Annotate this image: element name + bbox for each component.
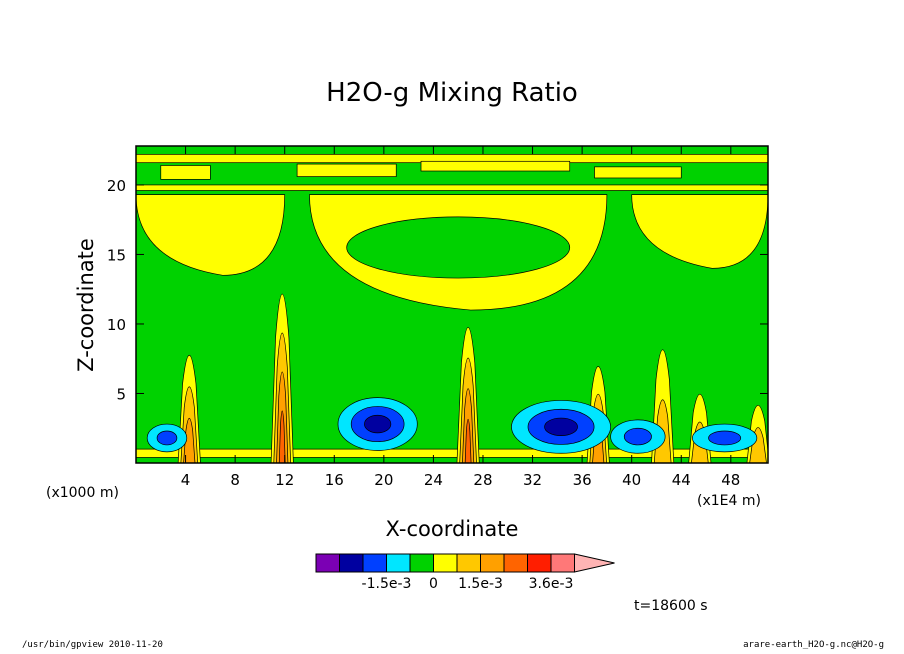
colorbar-swatch [503, 553, 528, 573]
dry-interior [346, 216, 571, 279]
x-unit-right: (x1E4 m) [697, 493, 761, 509]
y-tick-label: 15 [107, 246, 126, 264]
dry-pocket-3-class-2 [708, 430, 742, 446]
footer-left: /usr/bin/gpview 2010-11-20 [22, 640, 163, 650]
colorbar-swatch [409, 553, 434, 573]
colorbar-swatch [550, 553, 575, 573]
x-tick-label: 28 [473, 471, 492, 489]
y-tick-label: 10 [107, 316, 126, 334]
x-tick-label: 16 [325, 471, 344, 489]
moist-region [631, 194, 768, 269]
moist-band [420, 160, 571, 172]
dry-pocket-1-class-1 [544, 417, 578, 437]
footer-right: arare-earth_H2O-g.nc@H2O-g [743, 640, 884, 650]
y-tick-label: 20 [107, 177, 126, 195]
x-axis-ticks: 4 8 12 16 20 24 28 32 36 40 44 48 [181, 146, 740, 489]
x-tick-label: 36 [573, 471, 592, 489]
mixing-ratio-field [136, 146, 768, 463]
colorbar: -1.5e-3 0 1.5e-3 3.6e-3 [315, 553, 615, 592]
dry-pocket-2-class-2 [156, 430, 178, 446]
y-tick-label: 5 [116, 385, 126, 403]
dry-pocket-4-class-2 [623, 427, 652, 446]
colorbar-label: 1.5e-3 [458, 576, 503, 592]
colorbar-swatch [339, 553, 364, 573]
chart-title: H2O-g Mixing Ratio [326, 78, 578, 108]
moist-band [296, 163, 397, 177]
colorbar-label: -1.5e-3 [362, 576, 412, 592]
colorbar-swatch [315, 553, 340, 573]
plume-1-class-8 [278, 410, 286, 463]
time-label: t=18600 s [634, 598, 708, 614]
x-tick-label: 12 [275, 471, 294, 489]
colorbar-swatch [456, 553, 481, 573]
moist-band [136, 448, 768, 458]
y-axis-label: Z-coordinate [74, 238, 98, 372]
dry-pocket-0-class-1 [364, 414, 392, 434]
x-tick-label: 20 [374, 471, 393, 489]
moist-band [594, 166, 682, 179]
x-tick-label: 44 [672, 471, 691, 489]
plume-0-class-7 [183, 417, 196, 463]
colorbar-label: 0 [429, 576, 438, 592]
moist-band [160, 165, 211, 180]
colorbar-swatch [362, 553, 387, 573]
moist-band [136, 184, 768, 191]
colorbar-swatch [480, 553, 505, 573]
plot-frame [135, 145, 769, 464]
x-tick-label: 4 [181, 471, 191, 489]
x-axis-label: X-coordinate [386, 517, 519, 541]
y-axis-ticks: 5 10 15 20 [107, 177, 768, 403]
colorbar-swatch [527, 553, 552, 573]
x-tick-label: 40 [622, 471, 641, 489]
colorbar-swatch [433, 553, 458, 573]
moist-region [136, 194, 286, 276]
x-unit-left: (x1000 m) [46, 485, 119, 501]
x-tick-label: 24 [424, 471, 443, 489]
colorbar-extension [574, 553, 615, 573]
colorbar-swatch [386, 553, 411, 573]
x-tick-label: 32 [523, 471, 542, 489]
x-tick-label: 8 [230, 471, 240, 489]
colorbar-label: 3.6e-3 [529, 576, 574, 592]
plume-2-class-8 [464, 418, 472, 463]
x-tick-label: 48 [721, 471, 740, 489]
